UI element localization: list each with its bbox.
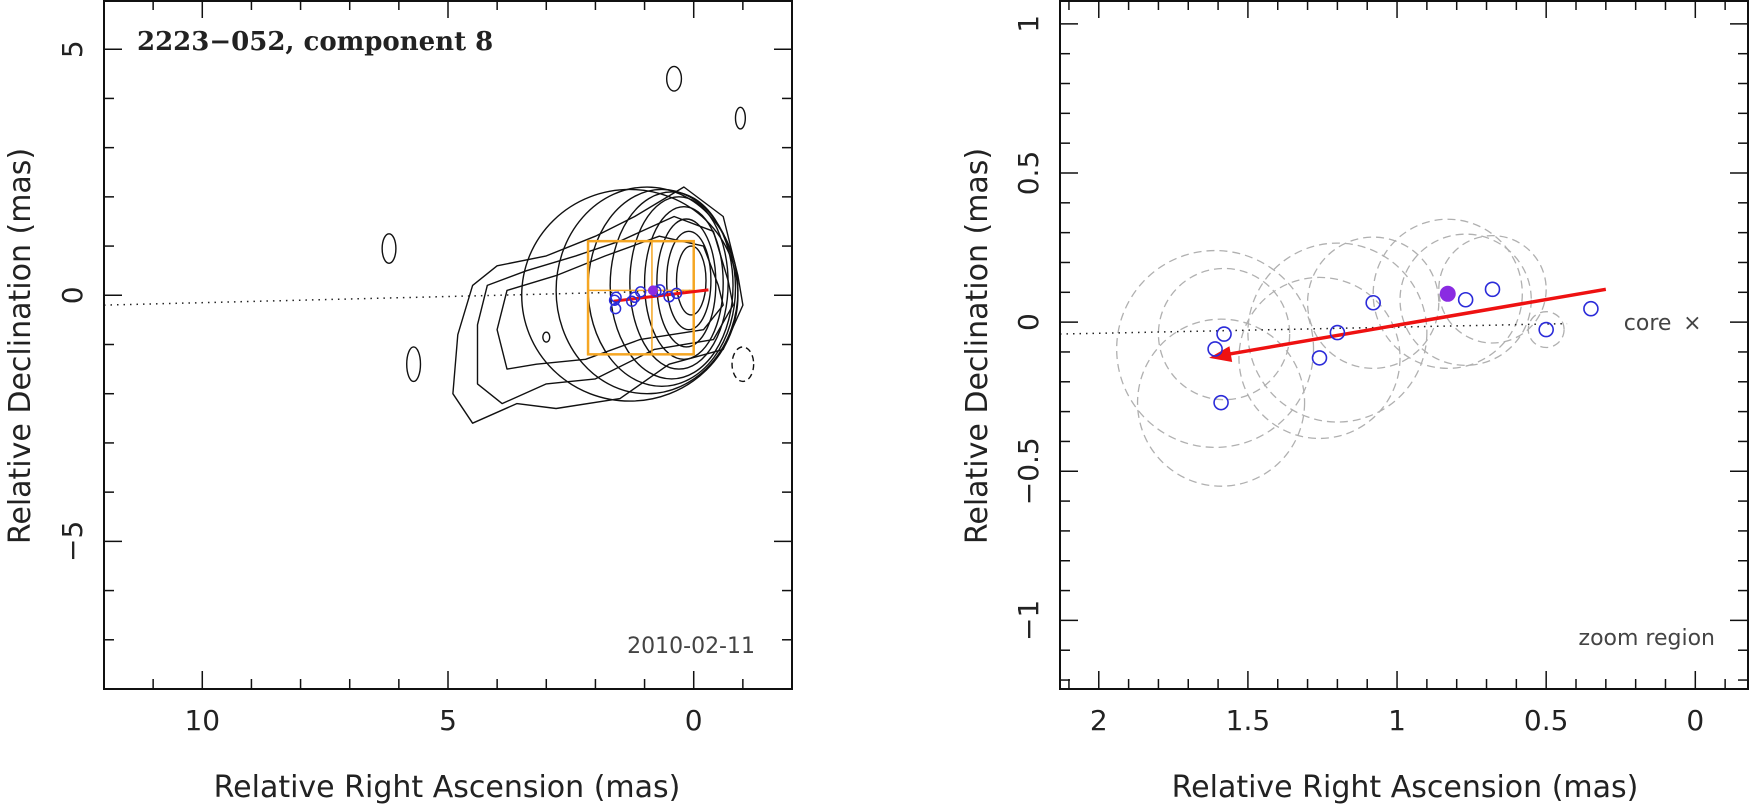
component-point — [1538, 321, 1554, 338]
axis-ticks — [1060, 0, 1748, 689]
contour-panel: 10 5 0 5 0 −5 2223−052, component 8 2010-02-1… — [3, 0, 793, 805]
component-size-circle — [1116, 249, 1315, 449]
component-points — [608, 284, 683, 315]
core-axis-line — [1059, 322, 1568, 335]
component-size-circle — [1306, 236, 1440, 370]
contour-line — [476, 215, 734, 405]
component-size-circle — [1399, 233, 1532, 367]
contour-line — [731, 346, 755, 383]
plot-frame — [103, 0, 793, 690]
contour-line — [381, 233, 397, 264]
x-tick-label: 2 — [1090, 704, 1108, 737]
component-point — [1216, 326, 1232, 342]
y-tick-label: 5 — [56, 40, 89, 58]
x-tick-label: 5 — [439, 704, 457, 737]
component-size-circle — [1247, 242, 1428, 423]
y-axis-label: Relative Declination (mas) — [960, 148, 995, 544]
contour-line — [643, 206, 724, 360]
component-point — [1311, 350, 1328, 366]
tick-labels: 10 5 0 5 0 −5 — [56, 40, 703, 737]
contour-line — [609, 191, 734, 380]
x-tick-label: 1.5 — [1226, 704, 1271, 737]
component-size-circle — [1438, 234, 1547, 344]
y-tick-label: −1 — [1012, 600, 1045, 641]
core-label: core — [1624, 311, 1672, 336]
component-size-circle — [1136, 318, 1306, 487]
core-axis-line — [103, 289, 694, 306]
component-size-circles — [1116, 218, 1565, 487]
component-point — [1457, 291, 1474, 308]
x-tick-label: 0.5 — [1524, 704, 1569, 737]
contour-line — [656, 218, 717, 348]
plot-frame — [1059, 0, 1749, 690]
component-point — [1207, 341, 1223, 357]
y-tick-label: −0.5 — [1012, 437, 1045, 505]
component-point — [609, 302, 622, 315]
contour-map — [381, 65, 755, 424]
y-tick-label: 0.5 — [1012, 151, 1045, 196]
component-point — [610, 291, 622, 304]
component-point — [1583, 300, 1599, 317]
contour-line — [521, 188, 739, 402]
zoom-box-frame — [586, 239, 695, 356]
component-size-circle — [1527, 311, 1565, 349]
x-tick-label: 0 — [1686, 704, 1704, 737]
contour-line — [665, 230, 712, 331]
y-tick-label: 0 — [56, 286, 89, 304]
current-component-point — [1439, 285, 1456, 302]
contour-line — [665, 65, 683, 92]
component-point — [1213, 394, 1229, 411]
current-component-point — [647, 285, 658, 296]
x-tick-label: 1 — [1388, 704, 1406, 737]
x-axis-label: Relative Right Ascension (mas) — [1172, 770, 1639, 805]
zoom-panel: core × 2 1.5 1 0.5 010.50−0.5−1 zoom region … — [960, 0, 1749, 805]
y-axis-label: Relative Declination (mas) — [3, 148, 38, 544]
tick-labels: 2 1.5 1 0.5 0 1 0.5 0 −0.5 −1 — [1012, 15, 1704, 737]
component-point — [663, 291, 675, 303]
contour-line — [406, 346, 422, 383]
component-point — [1484, 281, 1501, 298]
y-tick-label: 0 — [1012, 313, 1045, 331]
contour-line — [734, 106, 747, 130]
component-point — [670, 287, 683, 300]
chart-title: 2223−052, component 8 — [137, 27, 493, 57]
axis-ticks — [103, 0, 793, 690]
contour-line — [629, 196, 729, 370]
component-point — [1365, 294, 1381, 311]
y-tick-label: 1 — [1012, 15, 1045, 33]
zoom-region-label: zoom region — [1579, 626, 1715, 651]
component-point — [1329, 324, 1346, 341]
motion-vector — [1209, 287, 1607, 363]
y-tick-label: −5 — [56, 521, 89, 562]
x-tick-label: 0 — [685, 704, 703, 737]
contour-line — [675, 245, 707, 316]
component-size-circle — [1238, 276, 1401, 440]
x-axis-label: Relative Right Ascension (mas) — [214, 770, 681, 805]
component-point — [634, 286, 647, 298]
contour-line — [542, 331, 551, 343]
motion-vector-line — [1220, 287, 1607, 358]
contour-line — [452, 186, 744, 424]
component-points — [1207, 281, 1599, 411]
x-tick-label: 10 — [184, 704, 220, 737]
epoch-label: 2010-02-11 — [627, 634, 755, 659]
core-marker: × — [1683, 311, 1701, 336]
component-size-circle — [1157, 267, 1291, 401]
component-size-circle — [1372, 218, 1523, 370]
